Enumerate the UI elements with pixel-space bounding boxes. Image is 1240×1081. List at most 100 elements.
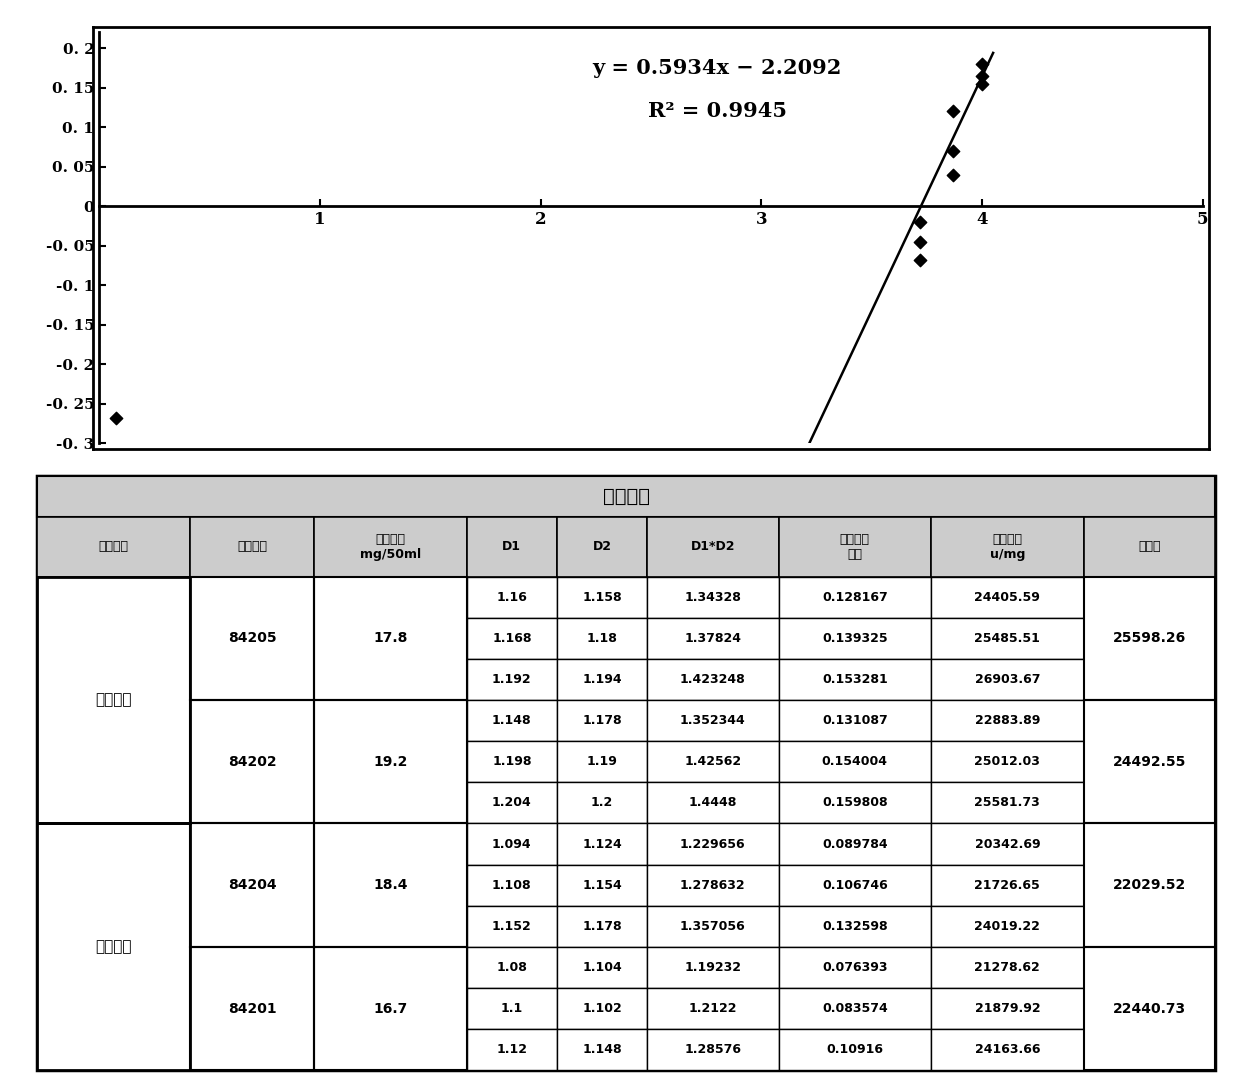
Bar (37, 1029, 190, 1070)
Text: 1.194: 1.194 (582, 673, 621, 686)
Bar (37, 906, 190, 947)
Bar (557, 824, 647, 865)
Point (910, 213, 930, 230)
Text: 1.124: 1.124 (582, 838, 621, 851)
Bar (315, 618, 466, 659)
Text: 1.2122: 1.2122 (688, 1002, 737, 1015)
Bar (466, 742, 557, 783)
Text: 1.094: 1.094 (492, 838, 532, 851)
Bar (557, 576, 647, 618)
Text: 1.19232: 1.19232 (684, 961, 742, 974)
Bar (1084, 947, 1215, 988)
Text: 19.2: 19.2 (376, 715, 405, 728)
Bar (190, 576, 315, 700)
Text: 1.18: 1.18 (587, 632, 618, 645)
Text: 18.4: 18.4 (376, 838, 405, 851)
Bar (1084, 618, 1215, 659)
Text: 对比工艺: 对比工艺 (98, 591, 129, 604)
Bar (1084, 988, 1215, 1029)
Text: 直径乘积
对数: 直径乘积 对数 (839, 533, 870, 561)
Bar (466, 865, 557, 906)
Text: 试验工艺: 试验工艺 (98, 838, 129, 851)
Bar (557, 1029, 647, 1070)
Text: 84204: 84204 (231, 838, 274, 851)
Bar (931, 865, 1084, 906)
Bar (1084, 576, 1215, 700)
Text: 样品效价
u/mg: 样品效价 u/mg (990, 533, 1025, 561)
Text: 20342.69: 20342.69 (975, 838, 1040, 851)
Bar (779, 988, 931, 1029)
Bar (1084, 947, 1215, 1070)
Text: 1.1: 1.1 (501, 1002, 523, 1015)
Bar (466, 906, 557, 947)
Bar (190, 824, 315, 865)
Bar (931, 1029, 1084, 1070)
Bar (315, 1029, 466, 1070)
Bar (779, 517, 931, 576)
Text: 1.352344: 1.352344 (680, 715, 745, 728)
Text: 84202: 84202 (228, 755, 277, 769)
Text: R² = 0.9945: R² = 0.9945 (647, 102, 786, 121)
Text: 24492.55: 24492.55 (1112, 755, 1185, 769)
Text: y = 0.5934x − 2.2092: y = 0.5934x − 2.2092 (593, 58, 842, 78)
Bar (466, 988, 557, 1029)
Bar (647, 659, 779, 700)
Bar (647, 988, 779, 1029)
Bar (190, 865, 315, 906)
Bar (190, 1029, 315, 1070)
Text: 平均値: 平均値 (1138, 540, 1161, 553)
Bar (37, 783, 190, 824)
Bar (1084, 576, 1215, 700)
Text: 0.083574: 0.083574 (822, 1002, 888, 1015)
Bar (37, 517, 190, 576)
Text: 1.28576: 1.28576 (684, 1043, 742, 1056)
Text: 0.076393: 0.076393 (822, 961, 888, 974)
Text: 1.158: 1.158 (582, 591, 621, 604)
Text: 1.08: 1.08 (496, 961, 527, 974)
Text: 84201: 84201 (228, 1001, 277, 1015)
Text: 对比工艺: 对比工艺 (95, 693, 131, 708)
Bar (190, 906, 315, 947)
Text: 26903.67: 26903.67 (975, 673, 1040, 686)
Text: 25598.26: 25598.26 (1116, 591, 1182, 604)
Text: 1.154: 1.154 (582, 879, 621, 892)
Bar (466, 783, 557, 824)
Text: 样品浓制
mg/50ml: 样品浓制 mg/50ml (360, 533, 422, 561)
Bar (779, 947, 931, 988)
Bar (37, 576, 190, 824)
Bar (779, 576, 931, 618)
Text: 1.148: 1.148 (582, 1043, 621, 1056)
Text: 1.198: 1.198 (492, 756, 532, 769)
Bar (557, 783, 647, 824)
Bar (1084, 906, 1215, 947)
Bar (647, 783, 779, 824)
Text: 25012.03: 25012.03 (975, 756, 1040, 769)
Bar (1084, 517, 1215, 576)
Bar (190, 576, 315, 700)
Bar (315, 742, 466, 783)
Bar (1084, 947, 1215, 1070)
Bar (779, 700, 931, 742)
Bar (37, 824, 190, 1070)
Bar (466, 517, 557, 576)
Text: 1.178: 1.178 (582, 715, 621, 728)
Bar (315, 700, 466, 742)
Bar (190, 517, 315, 576)
Bar (37, 618, 190, 659)
Bar (466, 824, 557, 865)
Bar (779, 865, 931, 906)
Text: D1: D1 (502, 540, 521, 553)
Bar (557, 700, 647, 742)
Text: 分层日期: 分层日期 (98, 540, 129, 553)
Bar (647, 700, 779, 742)
Bar (315, 700, 466, 824)
Text: 1.229656: 1.229656 (680, 838, 745, 851)
Bar (931, 659, 1084, 700)
Bar (190, 947, 315, 1070)
Bar (1084, 824, 1215, 865)
Bar (37, 865, 190, 906)
Bar (779, 659, 931, 700)
Bar (557, 906, 647, 947)
Text: 0.131087: 0.131087 (822, 715, 888, 728)
Text: 18.4: 18.4 (373, 878, 408, 892)
